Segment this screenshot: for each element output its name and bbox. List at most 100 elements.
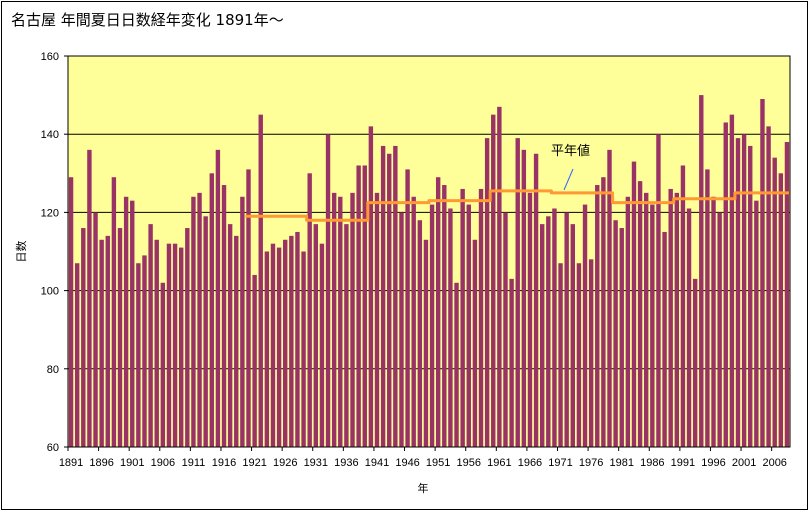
data-bar — [227, 224, 233, 447]
data-bar — [656, 134, 661, 447]
x-tick-label: 1906 — [151, 457, 175, 469]
data-bar — [723, 122, 728, 447]
data-bar — [209, 173, 214, 448]
data-bar — [674, 192, 680, 447]
x-tick-label: 1996 — [701, 457, 725, 469]
data-bar — [68, 177, 74, 447]
data-bar — [301, 251, 306, 447]
data-bar — [136, 263, 141, 447]
data-bar — [711, 196, 716, 447]
data-bar — [399, 212, 404, 447]
data-bar — [607, 149, 612, 447]
data-bar — [778, 173, 784, 448]
data-bar — [423, 239, 429, 447]
data-bar — [356, 165, 361, 448]
data-bar — [191, 196, 196, 447]
data-bar — [650, 204, 655, 447]
data-bar — [350, 192, 355, 447]
x-tick-label: 1926 — [273, 457, 297, 469]
data-bar — [454, 282, 459, 447]
data-bar — [515, 138, 520, 448]
data-bar — [497, 106, 502, 447]
data-bar — [221, 185, 227, 447]
data-bar — [460, 188, 465, 447]
data-bar — [234, 235, 239, 447]
data-bar — [344, 224, 349, 447]
data-bar — [166, 243, 172, 447]
x-tick-label: 1931 — [304, 457, 328, 469]
data-bar — [668, 188, 673, 447]
data-bar — [178, 247, 184, 447]
data-bar — [374, 192, 380, 447]
data-bar — [74, 263, 80, 447]
y-tick-label: 60 — [47, 442, 59, 454]
data-bar — [246, 169, 251, 447]
data-bar — [491, 114, 496, 448]
data-bar — [338, 196, 343, 447]
data-bar — [172, 243, 178, 447]
data-bar — [772, 157, 777, 447]
data-bar — [564, 212, 569, 447]
x-tick-label: 1916 — [212, 457, 236, 469]
data-bar — [99, 239, 104, 447]
data-bar — [472, 239, 478, 447]
data-bar — [552, 208, 557, 447]
x-axis-label: 年 — [418, 481, 429, 495]
data-bar — [760, 99, 765, 447]
data-bar — [527, 192, 533, 447]
data-bar — [533, 153, 539, 447]
data-bar — [429, 204, 435, 447]
data-bar — [87, 149, 92, 447]
x-tick-label: 1921 — [242, 457, 266, 469]
data-bar — [613, 220, 618, 447]
data-bar — [264, 251, 270, 447]
data-bar — [148, 224, 153, 447]
data-bar — [466, 204, 471, 447]
data-bar — [258, 114, 263, 448]
normal-line — [245, 189, 790, 222]
data-bar — [331, 192, 337, 447]
data-bar — [637, 181, 643, 447]
x-tick-label: 1986 — [640, 457, 664, 469]
y-tick-label: 160 — [41, 51, 59, 63]
x-tick-label: 1981 — [609, 457, 633, 469]
data-bar — [203, 216, 208, 447]
data-bar — [662, 231, 667, 447]
data-bar — [393, 145, 398, 447]
x-tick-label: 1941 — [365, 457, 389, 469]
data-bar — [509, 278, 514, 447]
data-bar — [521, 149, 527, 447]
data-bar — [735, 138, 741, 448]
data-bar — [631, 161, 637, 447]
x-tick-label: 1946 — [395, 457, 419, 469]
plot-border — [67, 55, 791, 448]
x-tick-label: 1896 — [89, 457, 113, 469]
data-bar — [130, 200, 135, 447]
data-bar — [185, 228, 190, 447]
x-tick-label: 1891 — [59, 457, 83, 469]
data-bar — [558, 263, 563, 447]
y-tick-label: 80 — [47, 364, 59, 376]
data-bar — [307, 173, 312, 448]
data-bar — [215, 149, 221, 447]
data-bar — [601, 177, 606, 447]
x-tick-label: 1966 — [518, 457, 542, 469]
data-bar — [295, 231, 300, 447]
data-bar — [619, 228, 624, 447]
annotation-pointer — [563, 168, 574, 191]
data-bar — [478, 188, 484, 447]
data-bar — [142, 255, 147, 447]
data-bar — [313, 224, 319, 447]
data-bar — [539, 224, 545, 447]
data-bar — [270, 243, 276, 447]
data-bar — [283, 239, 288, 447]
data-bar — [252, 274, 257, 447]
data-bar — [503, 212, 508, 447]
data-bar — [570, 224, 575, 447]
x-tick-label: 1991 — [671, 457, 695, 469]
x-tick-label: 2001 — [732, 457, 756, 469]
x-tick-label: 1951 — [426, 457, 450, 469]
data-bar — [546, 216, 551, 447]
